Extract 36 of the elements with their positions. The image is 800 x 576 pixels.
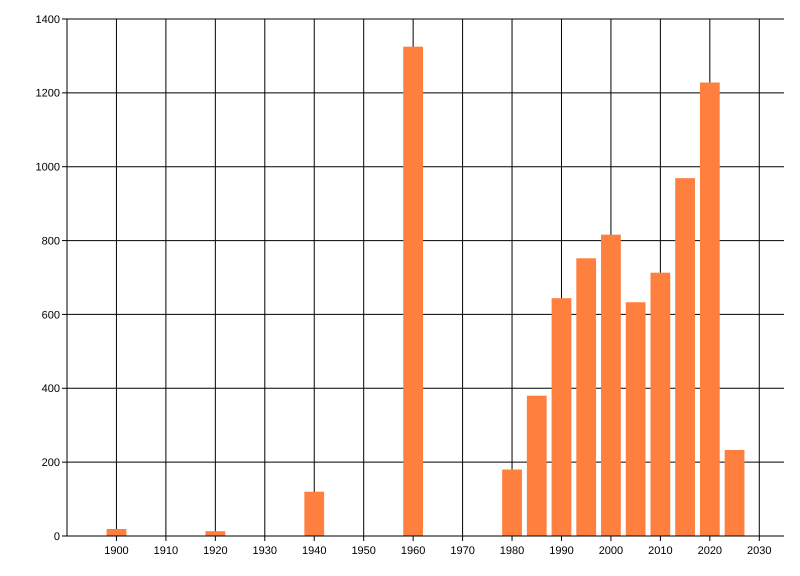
bar — [675, 178, 695, 536]
x-tick-label: 1950 — [351, 545, 376, 557]
bar — [304, 492, 324, 536]
y-tick-label: 200 — [42, 456, 60, 469]
y-tick-label: 800 — [42, 235, 60, 248]
y-tick-label: 1200 — [36, 88, 60, 100]
x-tick-label: 1930 — [252, 545, 278, 557]
x-tick-label: 1940 — [302, 545, 326, 557]
bar — [205, 531, 226, 536]
x-tick-label: 1920 — [203, 545, 228, 557]
bar — [106, 528, 126, 536]
x-tick-label: 2010 — [648, 545, 673, 557]
bar — [700, 82, 720, 536]
y-tick-label: 400 — [42, 383, 60, 396]
x-tick-label: 1990 — [549, 545, 574, 557]
bar — [526, 396, 547, 536]
bar — [650, 272, 670, 536]
x-tick-label: 1960 — [400, 545, 426, 557]
bar — [724, 450, 744, 536]
y-tick-label: 1400 — [36, 14, 60, 26]
y-tick-label: 600 — [42, 309, 60, 322]
x-tick-label: 2030 — [747, 545, 772, 557]
bar — [601, 234, 621, 536]
bar — [576, 258, 596, 536]
bar — [502, 470, 522, 536]
x-tick-label: 2000 — [598, 545, 624, 557]
bar — [626, 302, 646, 536]
x-tick-label: 1980 — [500, 545, 524, 557]
y-tick-label: 1000 — [36, 162, 60, 174]
x-tick-label: 1970 — [450, 545, 475, 557]
x-tick-label: 1910 — [154, 545, 178, 557]
bar — [403, 46, 424, 536]
y-tick-label: 0 — [54, 530, 60, 543]
x-tick-label: 1900 — [104, 545, 129, 557]
bar — [552, 298, 572, 536]
x-tick-label: 2020 — [698, 545, 722, 557]
